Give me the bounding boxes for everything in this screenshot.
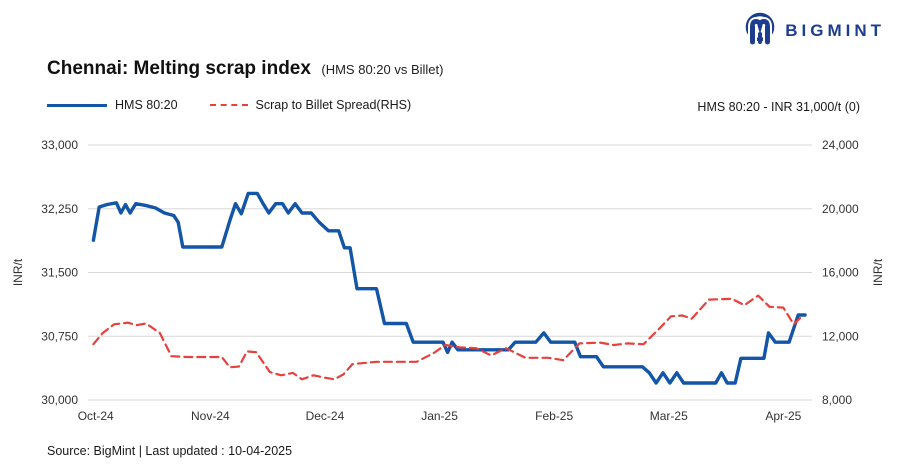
hms-line-series <box>91 191 807 385</box>
legend-line-swatch-solid <box>47 103 107 107</box>
legend-item-hms: HMS 80:20 <box>47 98 178 112</box>
x-axis-tick: Mar-25 <box>650 409 688 423</box>
x-axis-tick: Feb-25 <box>535 409 573 423</box>
latest-value-annotation: HMS 80:20 - INR 31,000/t (0) <box>697 100 860 114</box>
right-axis-tick: 16,000 <box>822 266 859 280</box>
chart-title-main: Chennai: Melting scrap index <box>47 58 311 79</box>
source-note: Source: BigMint | Last updated : 10-04-2… <box>47 444 293 458</box>
chart-legend: HMS 80:20 Scrap to Billet Spread(RHS) <box>47 98 411 112</box>
chart-title: Chennai: Melting scrap index (HMS 80:20 … <box>47 58 443 80</box>
bigmint-logo-icon <box>745 12 775 48</box>
bigmint-logo-text: BIGMINT <box>785 20 885 40</box>
x-axis-tick: Dec-24 <box>306 409 345 423</box>
x-axis-tick: Oct-24 <box>78 409 114 423</box>
right-axis-tick: 12,000 <box>822 329 859 343</box>
left-axis-tick: 31,500 <box>41 266 78 280</box>
chart-svg: 33,000 24,000 32,250 20,000 31,500 16,000 30,7… <box>11 138 885 423</box>
chart-area: 33,000 24,000 32,250 20,000 31,500 16,000 30,7… <box>0 125 907 430</box>
bigmint-logo: BIGMINT <box>745 12 885 49</box>
left-axis-tick: 33,000 <box>41 138 78 152</box>
chart-title-sub: (HMS 80:20 vs Billet) <box>321 62 444 77</box>
left-axis-tick: 30,000 <box>41 393 78 407</box>
legend-item-spread: Scrap to Billet Spread(RHS) <box>209 98 412 112</box>
x-axis-tick: Nov-24 <box>191 409 230 423</box>
legend-label-hms: HMS 80:20 <box>115 98 178 112</box>
left-axis-title: INR/t <box>11 258 25 286</box>
left-axis-tick: 30,750 <box>41 329 78 343</box>
x-axis-tick: Jan-25 <box>421 409 458 423</box>
legend-line-swatch-dashed <box>209 104 248 106</box>
right-axis-tick: 20,000 <box>822 202 859 216</box>
right-axis-tick: 8,000 <box>822 393 852 407</box>
legend-label-spread: Scrap to Billet Spread(RHS) <box>255 98 412 112</box>
right-axis-tick: 24,000 <box>822 138 859 152</box>
x-axis-tick: Apr-25 <box>765 409 801 423</box>
right-axis-title: INR/t <box>871 258 885 286</box>
spread-line-series <box>92 294 804 381</box>
left-axis-tick: 32,250 <box>41 202 78 216</box>
